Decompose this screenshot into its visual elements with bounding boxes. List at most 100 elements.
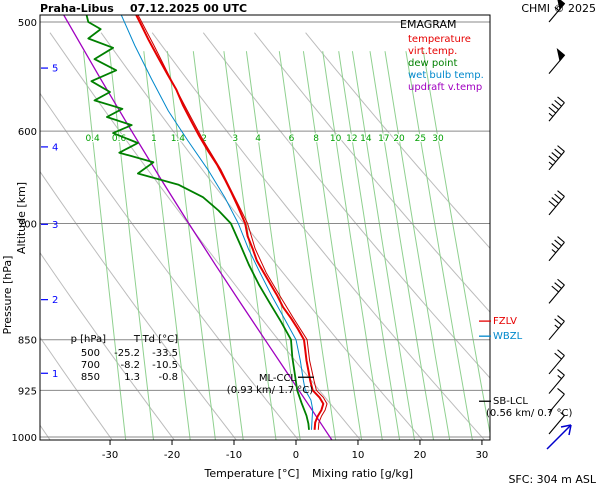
dry-adiabat <box>202 32 490 379</box>
table-header: p [hPa] <box>71 334 106 345</box>
mixing-ratio-label: 4 <box>255 134 261 144</box>
table-header: T <box>133 334 141 345</box>
ml-ccl-detail: (0.93 km/ 1.7 °C) <box>227 385 313 396</box>
mixing-ratio-label: 10 <box>330 134 342 144</box>
legend-item: wet bulb temp. <box>408 70 484 81</box>
mixing-ratio-label: 30 <box>432 134 444 144</box>
mixing-ratio-label: 0.6 <box>112 134 127 144</box>
legend-title: EMAGRAM <box>400 18 457 31</box>
mixing-ratio-label: 0.4 <box>85 134 100 144</box>
pressure-tick-label: 500 <box>18 18 37 29</box>
station-name: Praha-Libus <box>40 2 114 15</box>
sounding-table: p [hPa] T Td [°C] 500 -25.2 -33.5 700 -8.2 -10.5… <box>71 334 178 383</box>
pressure-tick-label: 925 <box>18 386 37 397</box>
series-wet-bulb-temp <box>120 15 314 430</box>
copyright-label: CHMI © 2025 <box>521 2 596 15</box>
dry-adiabat <box>40 336 113 440</box>
pressure-tick-label: 850 <box>18 336 37 347</box>
table-cell: -10.5 <box>152 360 178 371</box>
x-tick-label: 0 <box>293 450 299 461</box>
dry-adiabat <box>151 32 485 440</box>
ml-ccl-label: ML-CCL <box>259 373 297 384</box>
altitude-tick-label: 2 <box>52 295 58 306</box>
x-tick-label: -30 <box>102 450 118 461</box>
altitude-tick-label: 5 <box>52 64 58 75</box>
surface-wind-arrow <box>546 424 572 450</box>
table-header: Td [°C] <box>142 334 179 345</box>
arrow-shaft <box>546 424 572 450</box>
legend-item: updraft v.temp <box>408 82 482 93</box>
mixing-ratio-label: 17 <box>378 134 389 144</box>
wind-barb <box>548 315 565 341</box>
mixing-ratio-label: 1.4 <box>171 134 186 144</box>
level-label: FZLV <box>493 316 517 327</box>
table-cell: -8.2 <box>120 360 140 371</box>
altitude-tick-label: 4 <box>52 142 58 153</box>
series-dew-point <box>85 15 310 430</box>
pressure-tick-label: 600 <box>18 127 37 138</box>
wind-barb <box>548 236 565 262</box>
altitude-tick-label: 1 <box>52 369 58 380</box>
dry-adiabat <box>254 32 490 313</box>
legend-item: virt.temp. <box>408 46 457 57</box>
mixing-ratio-label: 12 <box>346 134 357 144</box>
arrow-head <box>560 424 572 436</box>
plot-border <box>39 14 491 441</box>
table-cell: 850 <box>81 372 100 383</box>
table-cell: -0.8 <box>158 372 178 383</box>
dry-adiabat <box>49 32 361 440</box>
wind-barb <box>548 368 565 394</box>
mixing-ratio-label: 6 <box>289 134 295 144</box>
mixing-ratio-label: 8 <box>313 134 319 144</box>
x-tick-label: 20 <box>414 450 427 461</box>
mixing-ratio-label: 2 <box>201 134 207 144</box>
mixing-ratio-label: 1 <box>151 134 157 144</box>
table-cell: 700 <box>81 360 100 371</box>
table-cell: -25.2 <box>114 348 140 359</box>
pressure-gridlines <box>40 21 490 438</box>
legend-item: dew point <box>408 58 457 69</box>
x-axis-title: Temperature [°C] <box>204 467 300 480</box>
dry-adiabat <box>40 251 175 440</box>
sounding-curves <box>63 15 333 440</box>
wind-barb <box>548 47 566 74</box>
mixing-ratio-label: 3 <box>232 134 238 144</box>
altitude-tick-label: 3 <box>52 220 58 231</box>
level-annotations: FZLV WBZL SB-LCL(0.56 km/ 0.7 °C) ML-CCL(0.… <box>227 316 573 419</box>
mixing-ratio-label: 14 <box>360 134 372 144</box>
dry-adiabat <box>40 170 237 440</box>
level-detail: (0.56 km/ 0.7 °C) <box>486 408 572 419</box>
pressure-tick-label: 700 <box>18 219 37 230</box>
wind-barb <box>548 145 565 171</box>
wind-barb <box>548 0 566 23</box>
table-cell: 500 <box>81 348 100 359</box>
x-tick-label: -20 <box>164 450 180 461</box>
level-label: SB-LCL <box>493 396 528 407</box>
pressure-tick-label: 1000 <box>12 433 37 444</box>
x-tick-label: 10 <box>352 450 365 461</box>
dry-adiabat <box>305 32 490 249</box>
mixing-ratio-label: 25 <box>415 134 426 144</box>
mixing-ratio-label: 20 <box>393 134 405 144</box>
sounding-datetime: 07.12.2025 00 UTC <box>130 2 247 15</box>
series-virtual-temperature <box>137 15 328 430</box>
series-temperature <box>135 15 325 430</box>
x-tick-label: -10 <box>226 450 242 461</box>
table-cell: 1.3 <box>124 372 140 383</box>
level-label: WBZL <box>493 331 523 342</box>
wind-barb <box>548 278 565 304</box>
dry-adiabat-lines <box>40 32 490 440</box>
wind-barb <box>548 411 565 435</box>
pressure-axis-title: Pressure [hPa] <box>1 256 14 335</box>
mixing-ratio-axis-title: Mixing ratio [g/kg] <box>312 467 413 480</box>
altitude-axis-title: Altitude [km] <box>15 182 28 254</box>
surface-elevation-label: SFC: 304 m ASL <box>508 473 596 486</box>
wind-barb-column <box>548 0 566 435</box>
dry-adiabat <box>40 92 299 440</box>
x-tick-label: 30 <box>476 450 489 461</box>
wind-barb <box>548 96 565 122</box>
